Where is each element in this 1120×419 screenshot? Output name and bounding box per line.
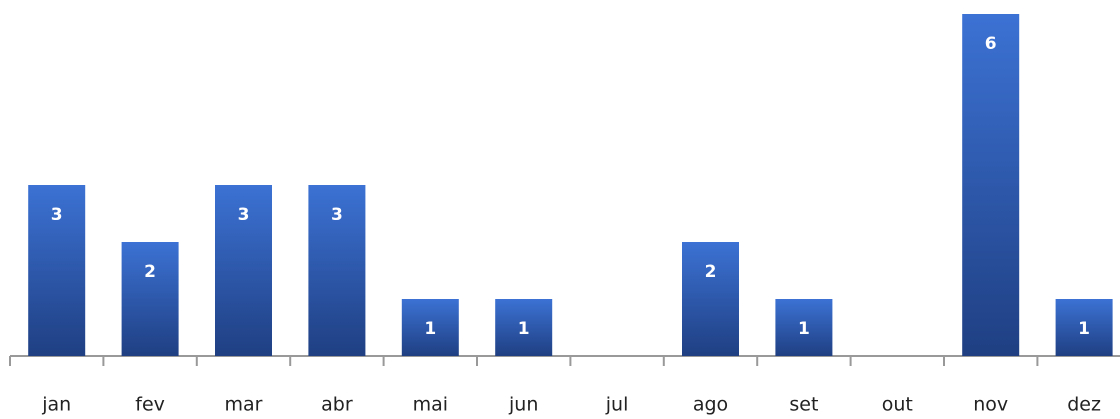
x-tick-label: ago	[693, 394, 728, 416]
data-label: 1	[518, 319, 530, 339]
data-label: 2	[144, 262, 156, 282]
bar	[1055, 299, 1113, 356]
x-tick-label: mar	[225, 394, 263, 416]
bar	[682, 242, 739, 356]
bar	[962, 14, 1020, 356]
x-tick-label: jun	[508, 394, 538, 416]
bar	[775, 299, 833, 356]
bar	[495, 299, 553, 356]
x-tick-label: abr	[321, 394, 353, 416]
data-label: 1	[424, 319, 436, 339]
data-label: 6	[985, 34, 997, 54]
bar	[308, 185, 366, 356]
x-tick-label: dez	[1067, 394, 1101, 416]
bar	[121, 242, 179, 356]
data-label: 3	[331, 205, 343, 225]
x-tick-label: nov	[973, 394, 1008, 416]
x-tick-label: out	[882, 394, 913, 416]
data-label: 1	[1078, 319, 1090, 339]
data-label: 3	[51, 205, 63, 225]
x-tick-label: mai	[413, 394, 448, 416]
x-tick-label: set	[789, 394, 818, 416]
x-tick-label: jul	[605, 394, 629, 416]
x-tick-label: jan	[41, 394, 71, 416]
data-label: 2	[705, 262, 717, 282]
data-label: 1	[798, 319, 810, 339]
x-tick-label: fev	[135, 394, 165, 416]
bar	[401, 299, 459, 356]
bar	[28, 185, 86, 356]
data-label: 3	[238, 205, 250, 225]
bar	[215, 185, 272, 356]
